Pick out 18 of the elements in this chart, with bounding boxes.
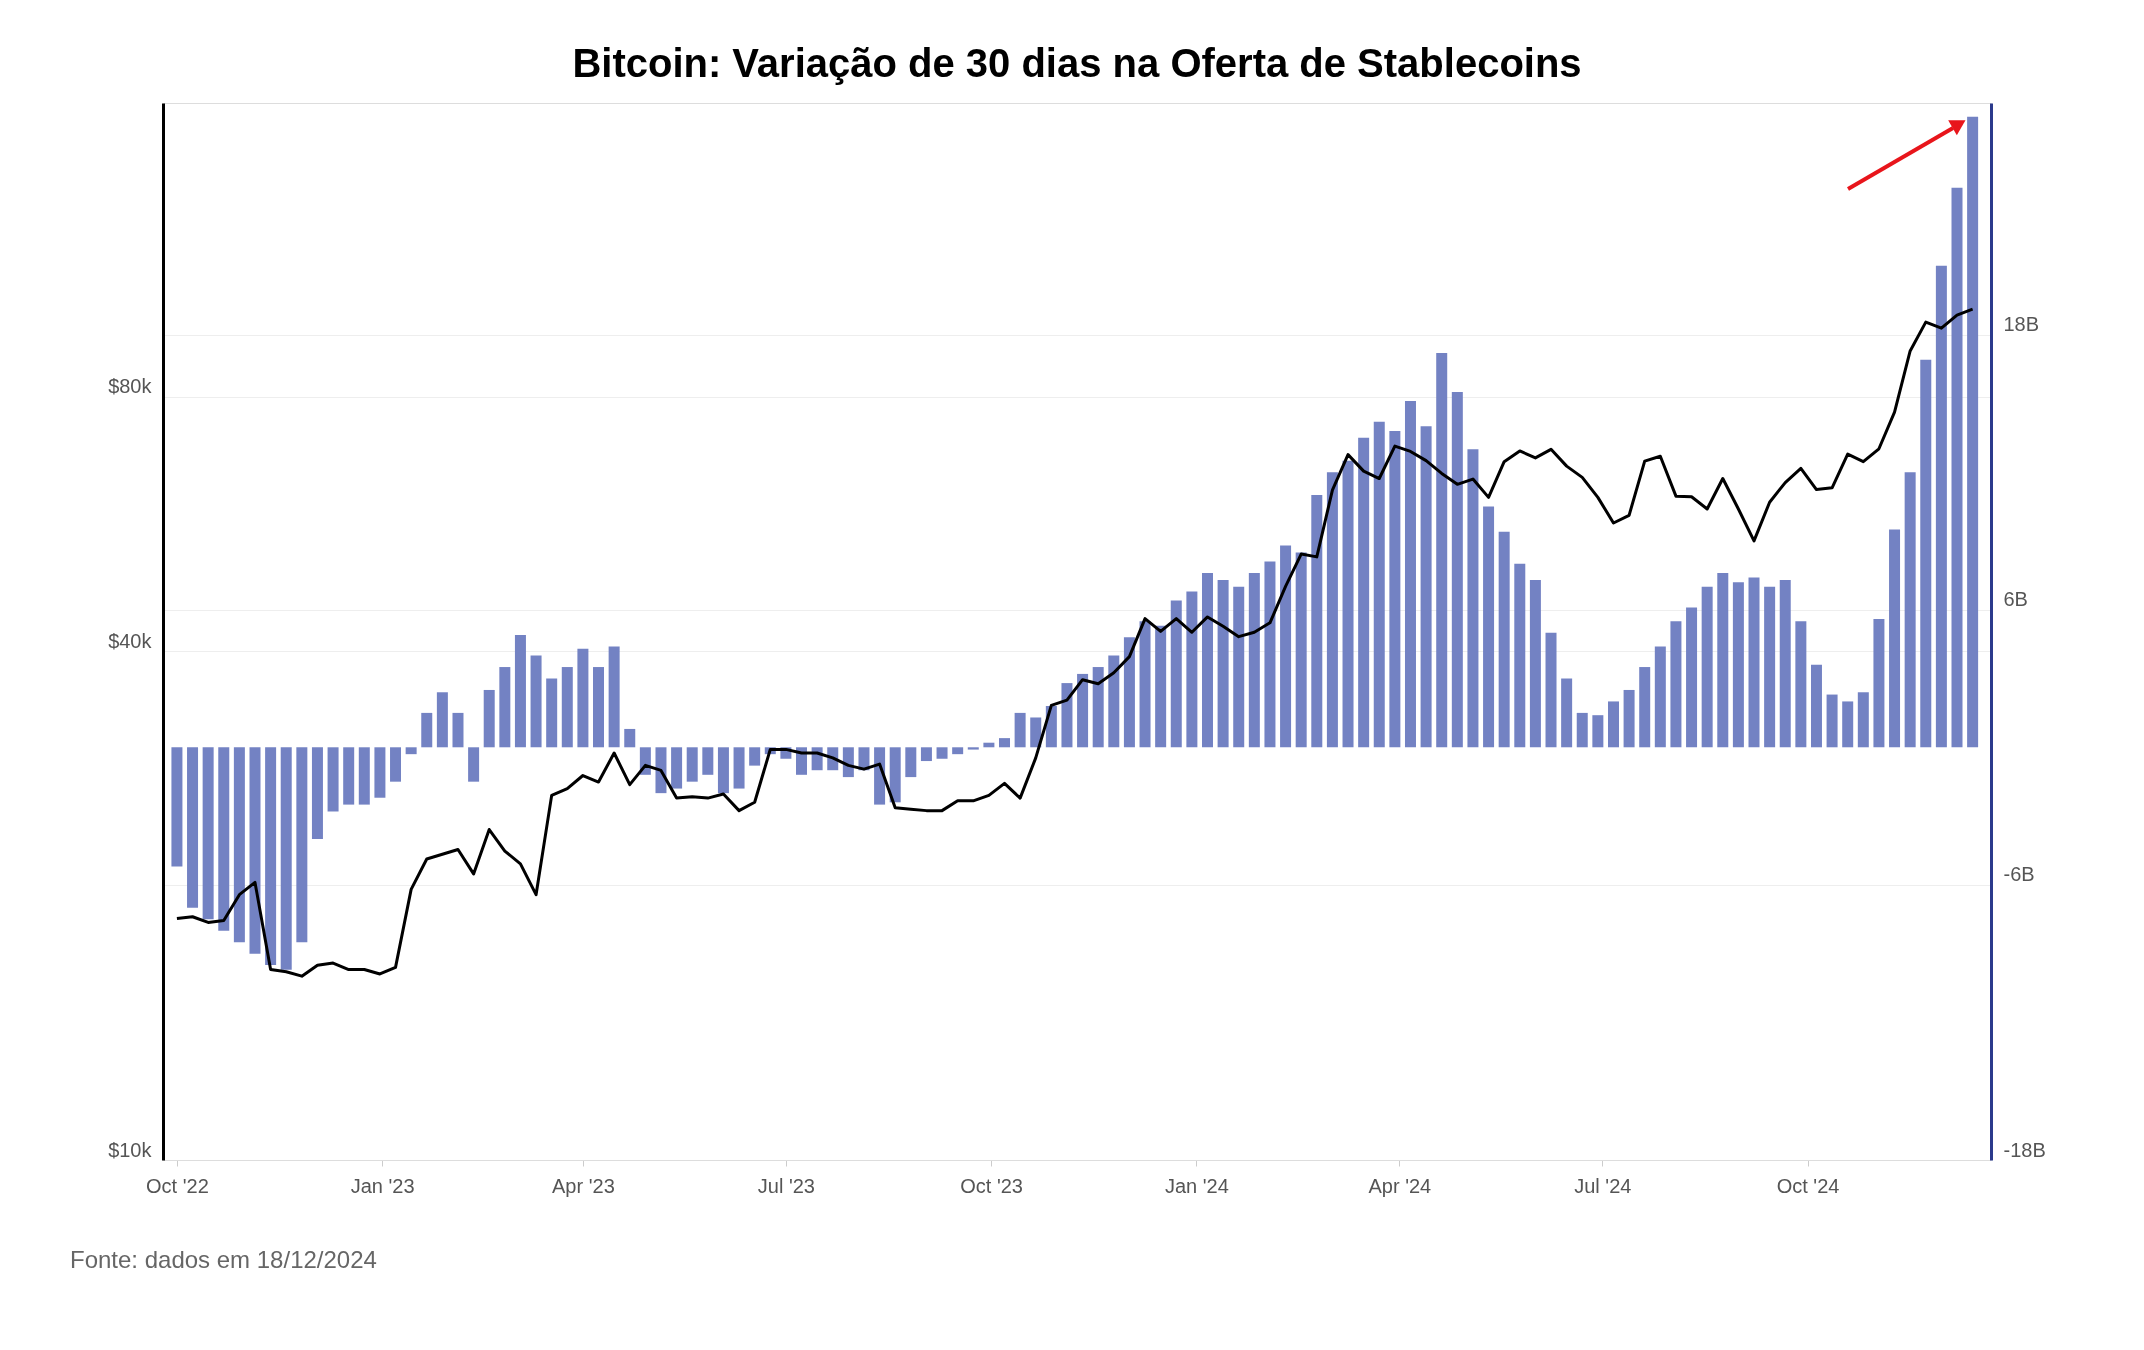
x-tick-label: Jul '24 xyxy=(1574,1174,1632,1197)
chart-title: Bitcoin: Variação de 30 dias na Oferta de Stablecoins xyxy=(572,41,1582,85)
y2-tick-label: 6B xyxy=(2003,588,2028,611)
x-tick-label: Apr '24 xyxy=(1368,1174,1432,1197)
y-tick-label: $40k xyxy=(108,629,153,652)
x-tick-label: Jan '24 xyxy=(1164,1174,1229,1197)
y2-tick-label: 18B xyxy=(2003,313,2040,336)
x-tick-label: Jul '23 xyxy=(757,1174,815,1197)
y2-tick-label: -6B xyxy=(2003,863,2035,886)
y-tick-label: $80k xyxy=(108,375,153,398)
x-tick-label: Apr '23 xyxy=(552,1174,615,1197)
x-tick-label: Oct '24 xyxy=(1776,1174,1840,1197)
y2-tick-label: -18B xyxy=(2003,1138,2046,1161)
y-tick-label: $10k xyxy=(108,1138,153,1161)
x-tick-label: Jan '23 xyxy=(350,1174,415,1197)
x-tick-label: Oct '22 xyxy=(146,1174,209,1197)
source-note: Fonte: dados em 18/12/2024 xyxy=(70,1246,377,1273)
x-tick-label: Oct '23 xyxy=(960,1174,1023,1197)
